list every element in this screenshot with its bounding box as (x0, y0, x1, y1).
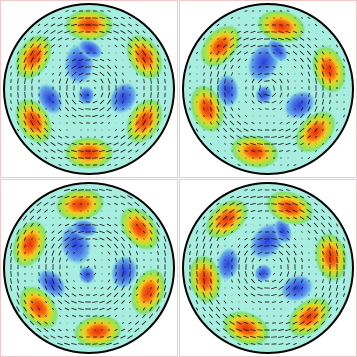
vector-arrow (295, 302, 296, 303)
vector-arrow (211, 92, 212, 97)
vector-arrow (39, 294, 40, 295)
vector-arrow (73, 204, 75, 205)
vector-arrow (225, 32, 226, 33)
vector-arrow (94, 288, 96, 289)
vector-arrow (11, 100, 12, 103)
vector-arrow (258, 151, 262, 152)
vector-arrow (25, 252, 26, 254)
vector-arrow (92, 151, 98, 152)
vector-arrow (100, 11, 103, 12)
vector-arrow (302, 302, 303, 303)
vector-arrow (211, 46, 212, 47)
vector-arrow (239, 74, 240, 75)
vector-arrow (211, 39, 212, 40)
vector-arrow (78, 344, 83, 345)
vector-arrow (137, 272, 138, 276)
vector-arrow (271, 32, 276, 33)
vector-arrow (108, 53, 109, 54)
vector-arrow (218, 32, 219, 33)
vector-arrow (337, 271, 338, 277)
vector-arrow (252, 316, 254, 317)
cold-region (77, 85, 95, 105)
vector-arrow (271, 337, 277, 338)
vector-arrow (271, 204, 277, 205)
vector-arrow (53, 108, 54, 109)
vector-arrow (46, 108, 47, 109)
vector-arrow (79, 218, 83, 219)
vector-arrow (39, 258, 40, 262)
vector-arrow (60, 53, 61, 54)
vector-arrow (95, 265, 96, 268)
vector-arrow (32, 93, 33, 98)
vector-arrow (302, 295, 303, 296)
vector-arrow (130, 309, 131, 310)
vector-arrow (93, 316, 97, 317)
vector-arrow (253, 60, 254, 61)
vector-arrow (271, 330, 276, 331)
vector-arrow (86, 274, 89, 275)
vector-arrow (25, 92, 26, 98)
vector-arrow (258, 344, 263, 345)
vector-arrow (218, 280, 219, 282)
vector-arrow (280, 218, 282, 219)
vector-arrow (258, 323, 262, 324)
vector-arrow (344, 258, 345, 263)
vector-arrow (323, 258, 324, 262)
vector-arrow (316, 252, 317, 254)
vector-arrow (337, 122, 338, 123)
vector-arrow (245, 165, 247, 166)
vector-arrow (130, 67, 131, 68)
vector-arrow (344, 66, 345, 68)
vector-arrow (102, 281, 103, 282)
vector-arrow (115, 218, 116, 219)
vector-arrow (67, 130, 68, 131)
vector-arrow (93, 32, 98, 33)
vector-arrow (108, 46, 109, 47)
vector-arrow (151, 92, 152, 98)
vector-arrow (330, 271, 331, 276)
vector-arrow (301, 158, 302, 159)
vector-arrow (115, 211, 116, 212)
vector-arrow (109, 273, 110, 275)
vector-arrow (165, 257, 166, 262)
vector-arrow (204, 271, 205, 277)
vector-arrow (53, 60, 54, 61)
vector-arrow (92, 25, 98, 26)
vector-arrow (330, 79, 331, 83)
vector-arrow (32, 294, 33, 295)
